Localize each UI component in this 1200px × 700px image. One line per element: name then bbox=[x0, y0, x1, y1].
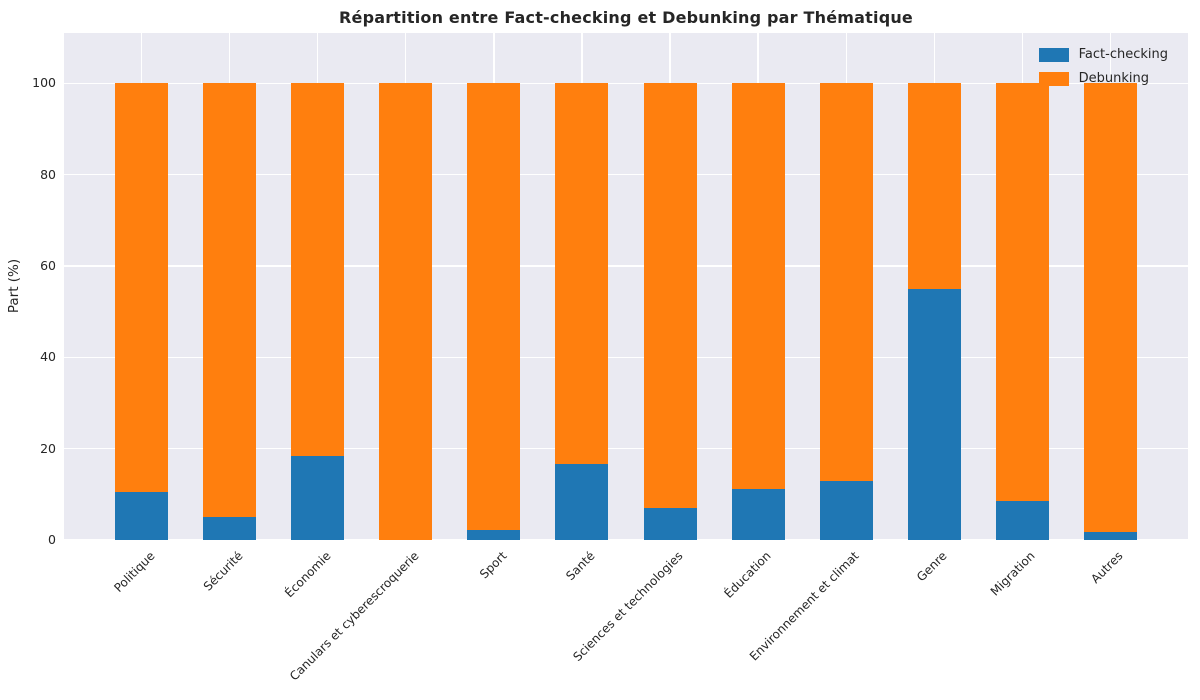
plot-area: Fact-checking Debunking bbox=[64, 33, 1188, 541]
bar-segment-debunking bbox=[115, 83, 169, 493]
bar-segment-fact-checking bbox=[643, 508, 697, 540]
gridline-horizontal bbox=[64, 356, 1188, 358]
y-tick-label: 40 bbox=[40, 349, 56, 365]
gridline-horizontal bbox=[64, 265, 1188, 267]
bar-segment-fact-checking bbox=[467, 529, 521, 540]
legend-label-debunking: Debunking bbox=[1078, 71, 1150, 86]
bar-segment-fact-checking bbox=[819, 480, 873, 540]
y-axis-label: Part (%) bbox=[6, 258, 22, 314]
legend-item-debunking: Debunking bbox=[1038, 71, 1168, 86]
bar-segment-debunking bbox=[555, 83, 609, 465]
legend-label-fact-checking: Fact-checking bbox=[1078, 47, 1168, 62]
bar-segment-debunking bbox=[203, 83, 257, 518]
bar-segment-fact-checking bbox=[555, 464, 609, 540]
legend-swatch-fact-checking-icon bbox=[1038, 47, 1069, 62]
legend-item-fact-checking: Fact-checking bbox=[1038, 47, 1168, 62]
gridline-horizontal bbox=[64, 539, 1188, 541]
x-tick-label: Politique bbox=[110, 548, 158, 596]
gridline-horizontal bbox=[64, 447, 1188, 450]
bar-segment-debunking bbox=[819, 83, 873, 481]
bar-segment-debunking bbox=[379, 83, 433, 540]
bar-segment-fact-checking bbox=[1083, 531, 1137, 540]
y-tick-label: 0 bbox=[48, 532, 56, 547]
gridline-horizontal bbox=[64, 82, 1188, 84]
bar-segment-debunking bbox=[467, 83, 521, 530]
y-tick-label: 80 bbox=[40, 166, 56, 182]
bar-segment-fact-checking bbox=[203, 517, 257, 540]
legend: Fact-checking Debunking bbox=[1033, 43, 1174, 90]
y-tick-label: 100 bbox=[32, 75, 56, 91]
y-tick-label: 60 bbox=[40, 257, 56, 273]
bar-segment-debunking bbox=[995, 83, 1049, 502]
bar-segment-debunking bbox=[1083, 83, 1137, 532]
legend-swatch-debunking-icon bbox=[1038, 71, 1069, 86]
bar-segment-debunking bbox=[291, 83, 345, 456]
bar-segment-debunking bbox=[731, 83, 785, 489]
bar-segment-fact-checking bbox=[115, 492, 169, 540]
bar-segment-fact-checking bbox=[731, 488, 785, 540]
bar-segment-debunking bbox=[907, 83, 961, 289]
bar-segment-fact-checking bbox=[291, 455, 345, 540]
y-tick-label: 20 bbox=[40, 440, 56, 456]
bar-segment-debunking bbox=[643, 83, 697, 509]
chart-title: Répartition entre Fact-checking et Debun… bbox=[339, 8, 913, 27]
gridline-horizontal bbox=[64, 173, 1188, 176]
bar-segment-fact-checking bbox=[907, 288, 961, 540]
bar-segment-fact-checking bbox=[995, 501, 1049, 540]
